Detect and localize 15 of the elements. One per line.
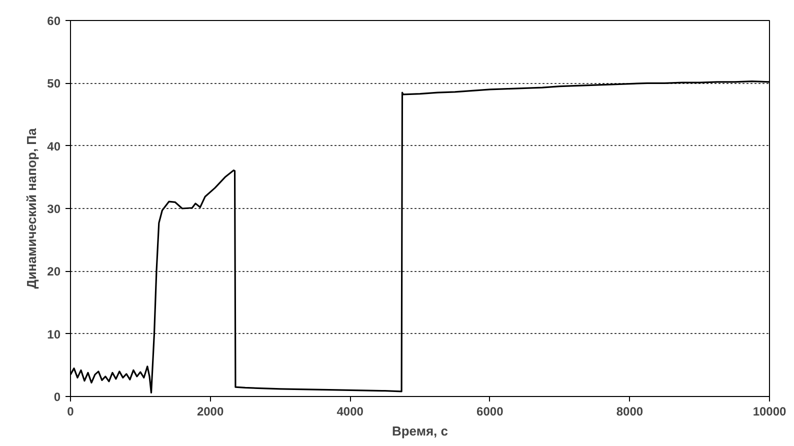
x-tick-label: 6000 <box>476 404 504 418</box>
y-tick-label: 50 <box>47 76 61 91</box>
y-tick-label: 10 <box>47 327 61 342</box>
y-tick-label: 20 <box>47 264 61 279</box>
y-axis-title: Динамический напор, Па <box>24 127 40 289</box>
x-tick-label: 8000 <box>616 404 644 418</box>
y-tick-label: 60 <box>47 14 61 28</box>
x-axis-title: Время, с <box>392 424 448 438</box>
x-tick-label: 2000 <box>196 404 224 418</box>
x-tick-label: 4000 <box>336 404 364 418</box>
x-tick-label: 0 <box>67 404 74 418</box>
y-tick-label: 40 <box>47 139 61 154</box>
y-tick-label: 30 <box>47 202 61 216</box>
x-tick-label: 10000 <box>752 404 787 418</box>
y-tick-label: 0 <box>54 390 61 404</box>
